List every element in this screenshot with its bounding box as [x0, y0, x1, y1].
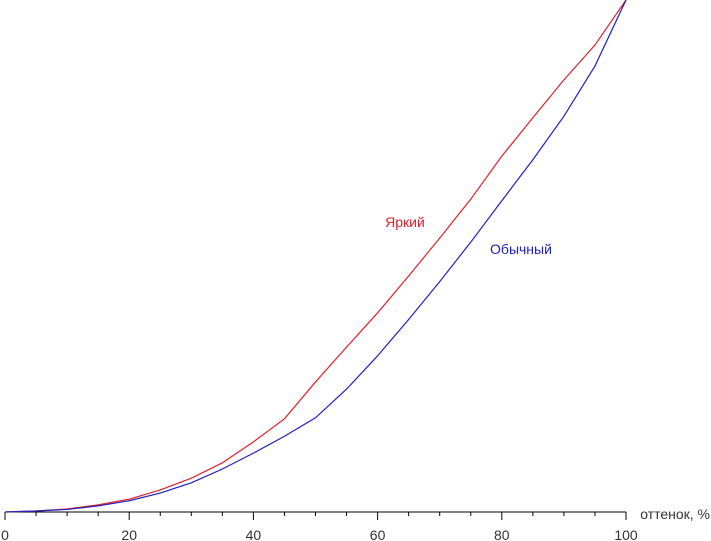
series-label: Обычный	[490, 241, 552, 257]
x-tick-label: 60	[370, 527, 386, 541]
x-tick-label: 100	[614, 527, 638, 541]
x-axis-label: оттенок, %	[640, 506, 710, 522]
x-tick-label: 80	[494, 527, 510, 541]
series-label: Яркий	[385, 214, 425, 230]
series-line	[4, 0, 627, 513]
x-tick-label: 40	[246, 527, 262, 541]
series-line	[4, 0, 627, 513]
x-tick-label: 0	[1, 527, 9, 541]
x-tick-label: 20	[121, 527, 137, 541]
